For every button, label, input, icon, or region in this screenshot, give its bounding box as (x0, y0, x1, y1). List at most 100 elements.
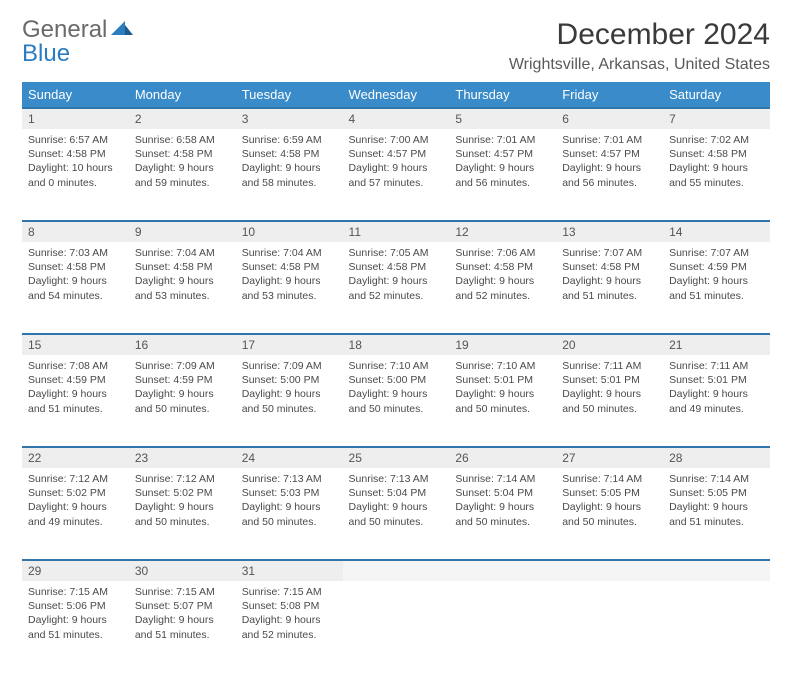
day-content-row: Sunrise: 7:08 AMSunset: 4:59 PM Daylight:… (22, 355, 770, 447)
day-number-row: 293031 (22, 560, 770, 581)
day-number-cell: 17 (236, 334, 343, 355)
day-number-cell: 1 (22, 108, 129, 129)
sunrise-line: Sunrise: 7:12 AM (28, 472, 123, 486)
day-content-row: Sunrise: 7:12 AM Sunset: 5:02 PM Daylight:… (22, 468, 770, 560)
day-number-cell: 24 (236, 447, 343, 468)
day-content-cell: Sunrise: 7:13 AMSunset: 5:03 PMDaylight:… (236, 468, 343, 560)
day-content-cell: Sunrise: 6:57 AMSunset: 4:58 PMDaylight:… (22, 129, 129, 221)
sunrise-line: Sunrise: 7:15 AM (242, 585, 337, 599)
weekday-header: Thursday (449, 82, 556, 108)
day-content-cell: Sunrise: 7:02 AMSunset: 4:58 PMDaylight:… (663, 129, 770, 221)
day-content-cell: Sunrise: 7:11 AMSunset: 5:01 PMDaylight:… (556, 355, 663, 447)
sunset-line: Sunset: 5:00 PM (349, 373, 444, 387)
day-number-cell (663, 560, 770, 581)
location: Wrightsville, Arkansas, United States (509, 56, 770, 74)
sunrise-line: Sunrise: 7:06 AM (455, 246, 550, 260)
sunrise-line: Sunrise: 7:13 AM (349, 472, 444, 486)
day-number-cell: 12 (449, 221, 556, 242)
day-number-cell: 20 (556, 334, 663, 355)
day-number-cell: 18 (343, 334, 450, 355)
day-number-cell: 31 (236, 560, 343, 581)
daylight-line: Daylight: 9 hours and 55 minutes. (669, 161, 764, 189)
day-number-cell: 26 (449, 447, 556, 468)
logo-text-gray: General (22, 16, 107, 43)
daylight-line: Daylight: 9 hours and 51 minutes. (28, 613, 123, 641)
daylight-line: Daylight: 9 hours and 50 minutes. (455, 387, 550, 415)
day-number-row: 22232425262728 (22, 447, 770, 468)
daylight-line: Daylight: 9 hours and 52 minutes. (242, 613, 337, 641)
sunrise-line: Sunrise: 7:09 AM (242, 359, 337, 373)
sunrise-line: Sunrise: 7:04 AM (242, 246, 337, 260)
weekday-header: Saturday (663, 82, 770, 108)
sunrise-line: Sunrise: 7:13 AM (242, 472, 337, 486)
day-number-cell: 30 (129, 560, 236, 581)
sunrise-line: Sunrise: 7:14 AM (455, 472, 550, 486)
day-number-cell: 25 (343, 447, 450, 468)
day-content-cell: Sunrise: 7:07 AMSunset: 4:58 PMDaylight:… (556, 242, 663, 334)
daylight-line: Daylight: 9 hours and 53 minutes. (242, 274, 337, 302)
sunset-line: Sunset: 4:58 PM (455, 260, 550, 274)
day-number-cell: 15 (22, 334, 129, 355)
sunset-line: Sunset: 4:57 PM (562, 147, 657, 161)
daylight-line: Daylight: 9 hours and 59 minutes. (135, 161, 230, 189)
day-content-cell: Sunrise: 7:15 AMSunset: 5:08 PMDaylight:… (236, 581, 343, 673)
sunrise-line: Sunrise: 7:08 AM (28, 359, 123, 373)
sunset-line: Sunset: 5:00 PM (242, 373, 337, 387)
daylight-line: Daylight: 9 hours and 50 minutes. (242, 387, 337, 415)
day-content-cell: Sunrise: 7:10 AMSunset: 5:01 PMDaylight:… (449, 355, 556, 447)
sunrise-line: Sunrise: 7:11 AM (562, 359, 657, 373)
day-content-cell: Sunrise: 7:09 AMSunset: 4:59 PMDaylight:… (129, 355, 236, 447)
day-content-cell: Sunrise: 7:15 AMSunset: 5:06 PMDaylight:… (22, 581, 129, 673)
weekday-header: Tuesday (236, 82, 343, 108)
day-content-cell: Sunrise: 7:12 AMSunset: 5:02 PMDaylight:… (22, 468, 129, 560)
day-number-cell: 13 (556, 221, 663, 242)
sunrise-line: Sunrise: 7:14 AM (562, 472, 657, 486)
daylight-line: Daylight: 9 hours and 51 minutes. (669, 500, 764, 528)
day-number-cell: 3 (236, 108, 343, 129)
day-content-cell (449, 581, 556, 673)
day-number-cell: 27 (556, 447, 663, 468)
day-number-cell (343, 560, 450, 581)
weekday-header: Monday (129, 82, 236, 108)
sunrise-line: Sunrise: 7:14 AM (669, 472, 764, 486)
sunset-line: Sunset: 5:04 PM (349, 486, 444, 500)
day-content-cell: Sunrise: 7:06 AMSunset: 4:58 PMDaylight:… (449, 242, 556, 334)
day-content-cell: Sunrise: 6:58 AMSunset: 4:58 PMDaylight:… (129, 129, 236, 221)
sunrise-line: Sunrise: 7:10 AM (455, 359, 550, 373)
sunset-line: Sunset: 4:58 PM (135, 260, 230, 274)
sunset-line: Sunset: 5:07 PM (135, 599, 230, 613)
logo-mark-icon (111, 20, 133, 44)
logo-text-blue: Blue (22, 40, 70, 67)
sunset-line: Sunset: 5:03 PM (242, 486, 337, 500)
sunset-line: Sunset: 5:06 PM (28, 599, 123, 613)
daylight-line: Daylight: 9 hours and 58 minutes. (242, 161, 337, 189)
sunset-line: Sunset: 5:05 PM (562, 486, 657, 500)
day-number-cell: 28 (663, 447, 770, 468)
day-number-cell (449, 560, 556, 581)
sunset-line: Sunset: 4:59 PM (28, 373, 123, 387)
sunrise-line: Sunrise: 7:05 AM (349, 246, 444, 260)
daylight-line: Daylight: 9 hours and 51 minutes. (669, 274, 764, 302)
day-number-cell: 9 (129, 221, 236, 242)
daylight-line: Daylight: 9 hours and 50 minutes. (562, 500, 657, 528)
day-content-cell (663, 581, 770, 673)
day-content-cell: Sunrise: 6:59 AMSunset: 4:58 PMDaylight:… (236, 129, 343, 221)
daylight-line: Daylight: 9 hours and 57 minutes. (349, 161, 444, 189)
day-number-cell: 14 (663, 221, 770, 242)
day-content-cell: Sunrise: 7:15 AMSunset: 5:07 PMDaylight:… (129, 581, 236, 673)
sunset-line: Sunset: 4:58 PM (669, 147, 764, 161)
day-content-cell: Sunrise: 7:07 AMSunset: 4:59 PMDaylight:… (663, 242, 770, 334)
sunset-line: Sunset: 4:57 PM (349, 147, 444, 161)
sunset-line: Sunset: 5:02 PM (135, 486, 230, 500)
day-content-row: Sunrise: 7:03 AMSunset: 4:58 PMDaylight:… (22, 242, 770, 334)
day-content-cell: Sunrise: 7:03 AMSunset: 4:58 PMDaylight:… (22, 242, 129, 334)
day-number-cell: 7 (663, 108, 770, 129)
day-number-cell: 19 (449, 334, 556, 355)
day-content-cell: Sunrise: 7:10 AMSunset: 5:00 PMDaylight:… (343, 355, 450, 447)
sunrise-line: Sunrise: 7:01 AM (562, 133, 657, 147)
sunrise-line: Sunrise: 7:02 AM (669, 133, 764, 147)
daylight-line: Daylight: 9 hours and 50 minutes. (135, 387, 230, 415)
day-content-row: Sunrise: 7:15 AMSunset: 5:06 PMDaylight:… (22, 581, 770, 673)
daylight-line: Daylight: 9 hours and 49 minutes. (669, 387, 764, 415)
daylight-line: Daylight: 9 hours and 50 minutes. (242, 500, 337, 528)
